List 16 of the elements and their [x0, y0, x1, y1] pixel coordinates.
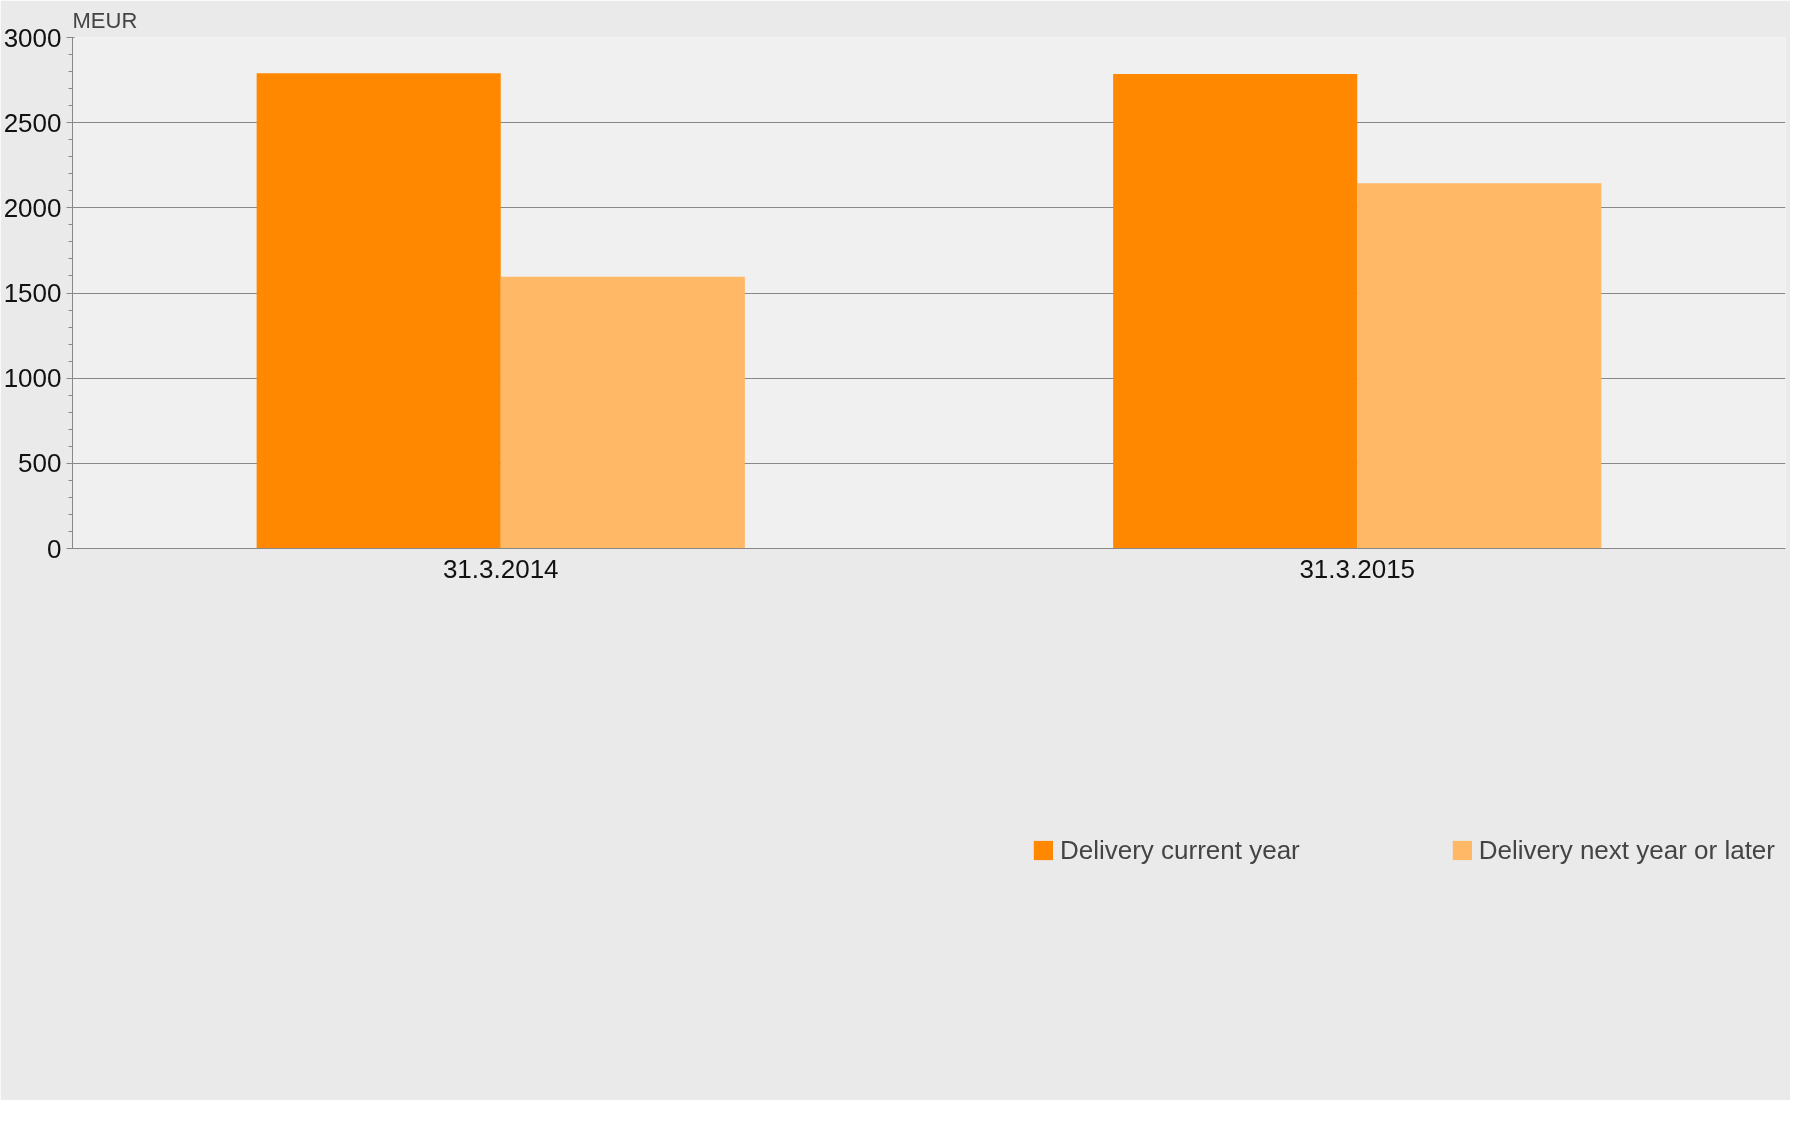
y-tick-label: 1000 [3, 363, 62, 394]
bar [256, 73, 501, 549]
bar [1113, 74, 1358, 549]
x-tick-label: 31.3.2015 [1299, 553, 1416, 584]
x-tick-label: 31.3.2014 [442, 553, 559, 584]
y-tick-label: 500 [18, 448, 62, 479]
legend-label: Delivery next year or later [1478, 834, 1775, 866]
y-tick-label: 0 [47, 533, 62, 564]
y-tick-label: 1500 [3, 278, 62, 308]
bar [1357, 183, 1602, 549]
bar [500, 276, 745, 549]
y-tick-label: 2000 [3, 192, 62, 223]
y-axis-title: MEUR [72, 7, 138, 33]
y-tick-label: 3000 [3, 22, 62, 53]
legend-label: Delivery current year [1059, 834, 1300, 866]
y-tick-label: 2500 [3, 107, 62, 138]
